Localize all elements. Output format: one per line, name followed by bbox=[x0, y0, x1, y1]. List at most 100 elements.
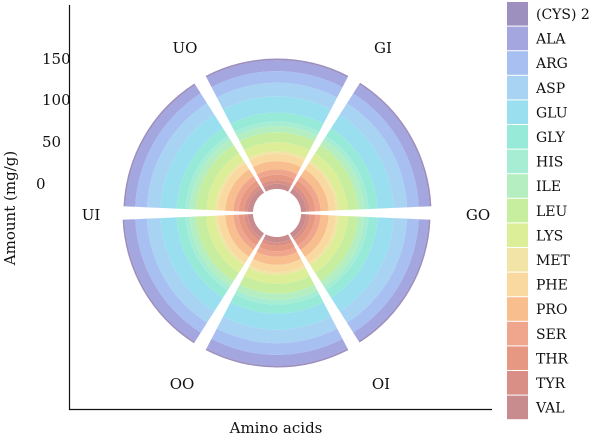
legend-swatch bbox=[507, 198, 528, 223]
legend: (CYS) 2 ALA ARG ASP GLU GLY HIS ILE LEU LYS MET PHE… bbox=[507, 2, 590, 420]
bar-segment-phe-oi bbox=[249, 259, 305, 273]
polar-bars bbox=[122, 58, 432, 368]
legend-item: GLU bbox=[507, 100, 568, 124]
bar-segment-met-go bbox=[308, 215, 339, 266]
bar-segment-ala-oo bbox=[124, 219, 201, 342]
bar-segment-lys-go bbox=[310, 215, 348, 273]
bar-segment-ser-oi bbox=[256, 247, 298, 257]
bar-segment-phe-gi bbox=[304, 163, 337, 211]
legend-swatch bbox=[507, 2, 528, 26]
legend-label: VAL bbox=[535, 401, 565, 417]
bar-segment-ser-ui bbox=[233, 176, 257, 212]
legend-label: ARG bbox=[535, 56, 568, 72]
bar-segment-arg-uo bbox=[211, 71, 343, 98]
bar-segment-pro-gi bbox=[300, 169, 329, 212]
legend-label: TYR bbox=[536, 376, 566, 392]
bar-segment-leu-oi bbox=[239, 275, 315, 294]
bar-segment-leu-gi bbox=[315, 144, 358, 210]
bar-segment-met-ui bbox=[215, 160, 246, 211]
legend-item: PHE bbox=[507, 272, 568, 297]
bar-segment-tyr-uo bbox=[261, 180, 293, 187]
bar-segment-gly-ui bbox=[176, 128, 228, 210]
bar-segment-lys-oo bbox=[206, 215, 244, 273]
legend-swatch bbox=[507, 51, 528, 75]
bar-segment-tyr-gi bbox=[292, 185, 310, 212]
bar-segment-gly-oo bbox=[176, 216, 228, 298]
bar-segment-arg-ui bbox=[135, 93, 208, 208]
bar-segment-glu-gi bbox=[331, 114, 394, 209]
bar-segment-val-oo bbox=[247, 214, 265, 238]
bar-segment-tyr-go bbox=[292, 214, 310, 241]
bar-segment-ala-oi bbox=[206, 338, 348, 366]
legend-item: VAL bbox=[507, 395, 565, 420]
bar-segment-thr-oi bbox=[259, 242, 295, 252]
legend-swatch bbox=[507, 223, 528, 247]
bar-segment-his-go bbox=[323, 216, 369, 291]
bar-segment-pro-oo bbox=[225, 214, 254, 257]
legend-item: ILE bbox=[507, 174, 561, 198]
legend-label: LEU bbox=[536, 204, 568, 220]
bar-segment-ala-go bbox=[353, 219, 429, 342]
bar-segment-val-oi bbox=[263, 234, 291, 243]
bar-segment-phe-go bbox=[304, 215, 337, 263]
bar-segment-tyr-oi bbox=[261, 239, 293, 246]
bar-segment-asp-go bbox=[339, 218, 408, 323]
legend-item: ALA bbox=[507, 26, 566, 51]
bar-segment-val-uo bbox=[263, 183, 291, 192]
bar-segment-his-oo bbox=[185, 216, 231, 291]
bar-segment-asp-gi bbox=[339, 103, 408, 208]
x-axis-title: Amino acids bbox=[229, 419, 323, 437]
sector-label-ui: UI bbox=[82, 206, 101, 224]
sector-label-oi: OI bbox=[372, 375, 390, 393]
center-hole bbox=[253, 189, 301, 237]
bar-segment-thr-oo bbox=[238, 214, 260, 246]
bar-segment-ile-ui bbox=[190, 139, 234, 210]
legend-swatch bbox=[507, 297, 528, 321]
bar-segment-gly-go bbox=[326, 216, 378, 298]
bar-segment-thr-uo bbox=[259, 174, 295, 184]
axes bbox=[68, 5, 492, 411]
legend-swatch bbox=[507, 100, 528, 124]
bar-segment-gly-gi bbox=[326, 128, 378, 210]
bar-segment-cys-2-uo bbox=[205, 58, 349, 78]
bar-segment-arg-oo bbox=[135, 218, 208, 333]
bar-segment-asp-oi bbox=[216, 316, 338, 344]
legend-item: (CYS) 2 bbox=[507, 2, 590, 26]
legend-item: ARG bbox=[507, 51, 568, 75]
bar-segment-his-oi bbox=[234, 290, 320, 305]
y-axis-title: Amount (mg/g) bbox=[1, 151, 19, 266]
bar-segment-val-ui bbox=[247, 188, 265, 212]
bar-segment-ser-gi bbox=[297, 176, 321, 212]
bar-segment-ser-go bbox=[297, 214, 321, 250]
legend-swatch bbox=[507, 75, 528, 100]
bar-segment-pro-go bbox=[300, 214, 329, 257]
bar-segment-thr-go bbox=[294, 214, 316, 246]
legend-swatch bbox=[507, 149, 528, 174]
bar-segment-lys-ui bbox=[206, 153, 244, 211]
bar-segment-ser-uo bbox=[256, 169, 298, 179]
legend-swatch bbox=[507, 346, 528, 370]
bar-segment-tyr-ui bbox=[244, 185, 262, 212]
bar-segment-phe-ui bbox=[217, 163, 250, 211]
legend-item: HIS bbox=[507, 149, 563, 174]
legend-label: ASP bbox=[535, 81, 565, 97]
bar-segment-pro-oi bbox=[253, 251, 301, 265]
bar-segment-thr-gi bbox=[294, 180, 316, 212]
sector-label-gi: GI bbox=[374, 39, 392, 57]
radial-tick-label: 0 bbox=[36, 175, 46, 193]
bar-segment-his-ui bbox=[185, 135, 231, 210]
bar-segment-leu-uo bbox=[239, 132, 315, 151]
bar-segment-val-go bbox=[289, 214, 307, 238]
legend-label: ILE bbox=[536, 179, 561, 195]
legend-label: HIS bbox=[536, 155, 563, 171]
legend-item: MET bbox=[507, 248, 571, 272]
bar-segment-glu-oo bbox=[160, 217, 223, 312]
legend-item: ASP bbox=[507, 75, 565, 100]
bar-segment-arg-oi bbox=[211, 328, 343, 355]
legend-swatch bbox=[507, 26, 528, 51]
legend-item: THR bbox=[507, 346, 569, 370]
bar-segment-asp-ui bbox=[146, 103, 215, 208]
legend-label: PHE bbox=[536, 278, 568, 294]
bar-segment-met-oi bbox=[248, 265, 306, 275]
